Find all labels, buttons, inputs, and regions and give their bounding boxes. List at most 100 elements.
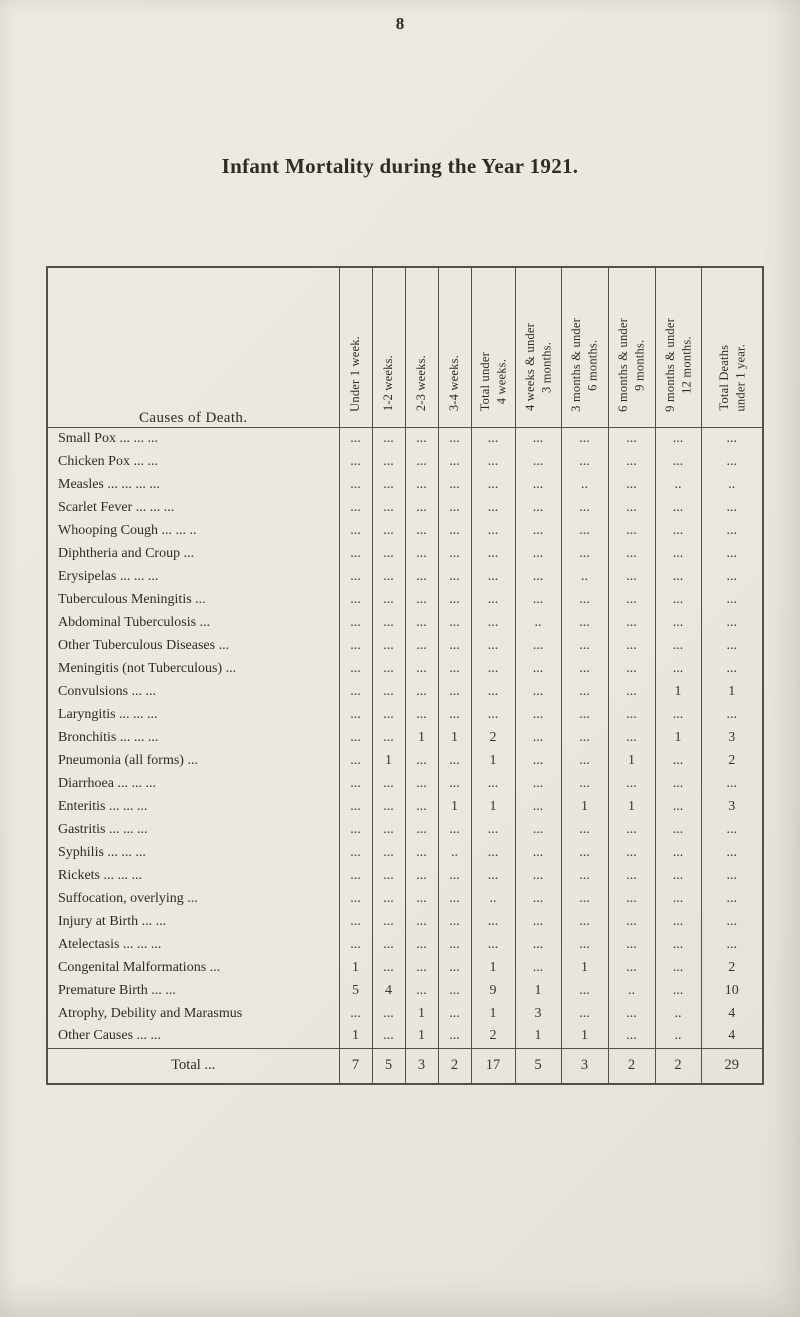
column-header-label: Total under 4 weeks. <box>477 352 508 412</box>
value-cell: ... <box>514 427 561 450</box>
value-cell: ... <box>560 979 608 1002</box>
value-cell: ... <box>560 611 608 634</box>
cause-cell: Diphtheria and Croup ... <box>46 542 339 565</box>
value-cell: 1 <box>654 680 701 703</box>
total-value-cell: 17 <box>470 1047 515 1084</box>
cause-cell: Injury at Birth ... ... <box>46 910 339 933</box>
value-cell: ... <box>607 772 655 795</box>
value-cell: 1 <box>514 979 561 1002</box>
value-cell: 1 <box>560 956 608 979</box>
value-cell: .. <box>700 473 763 496</box>
value-cell: ... <box>338 1002 372 1025</box>
value-cell: ... <box>338 910 372 933</box>
total-value-cell: 5 <box>514 1047 561 1084</box>
value-cell: ... <box>607 680 655 703</box>
value-cell: ... <box>560 749 608 772</box>
value-cell: ... <box>514 565 561 588</box>
value-cell: ... <box>338 795 372 818</box>
value-cell: 1 <box>338 1025 372 1048</box>
value-cell: 1 <box>404 1002 438 1025</box>
value-cell: ... <box>371 1002 405 1025</box>
value-cell: ... <box>437 657 471 680</box>
value-cell: ... <box>437 634 471 657</box>
value-cell: ... <box>404 565 438 588</box>
value-cell: ... <box>404 680 438 703</box>
cause-cell: Other Tuberculous Diseases ... <box>46 634 339 657</box>
value-cell: ... <box>404 496 438 519</box>
value-cell: ... <box>437 496 471 519</box>
value-cell: ... <box>404 588 438 611</box>
value-cell: ... <box>404 772 438 795</box>
value-cell: ... <box>700 427 763 450</box>
value-cell: ... <box>654 864 701 887</box>
column-header-causes: Causes of Death. <box>46 267 339 428</box>
value-cell: ... <box>404 841 438 864</box>
table-row: Suffocation, overlying .................… <box>46 887 763 910</box>
cause-cell: Other Causes ... ... <box>46 1025 339 1048</box>
value-cell: ... <box>560 680 608 703</box>
value-cell: ... <box>338 703 372 726</box>
cause-cell: Suffocation, overlying ... <box>46 887 339 910</box>
value-cell: ... <box>437 427 471 450</box>
value-cell: ... <box>514 956 561 979</box>
value-cell: ... <box>514 473 561 496</box>
value-cell: ... <box>654 795 701 818</box>
value-cell: ... <box>560 772 608 795</box>
value-cell: ... <box>654 588 701 611</box>
cause-cell: Gastritis ... ... ... <box>46 818 339 841</box>
value-cell: ... <box>437 519 471 542</box>
value-cell: ... <box>514 519 561 542</box>
header-row: Causes of Death. Under 1 week. 1-2 weeks… <box>46 267 763 428</box>
value-cell: .. <box>470 887 515 910</box>
cause-cell: Small Pox ... ... ... <box>46 427 339 450</box>
table-row: Premature Birth ... ... 5 4...... 9 1.......… <box>46 979 763 1002</box>
value-cell: ... <box>437 473 471 496</box>
value-cell: ... <box>338 519 372 542</box>
value-cell: ... <box>338 933 372 956</box>
value-cell: 3 <box>700 726 763 749</box>
cause-cell: Laryngitis ... ... ... <box>46 703 339 726</box>
table-row: Congenital Malformations ... 1......... 1.… <box>46 956 763 979</box>
column-header-label: 6 months & under 9 months. <box>616 317 647 412</box>
value-cell: ... <box>607 818 655 841</box>
total-value-cell: 2 <box>654 1047 701 1084</box>
value-cell: ... <box>654 887 701 910</box>
column-header-total-under-4-weeks: Total under 4 weeks. <box>470 267 515 428</box>
table-row: Rickets ... ... ........................… <box>46 864 763 887</box>
value-cell: ... <box>470 772 515 795</box>
value-cell: ... <box>514 588 561 611</box>
column-header-under-1-week: Under 1 week. <box>338 267 372 428</box>
value-cell: ... <box>700 703 763 726</box>
value-cell: ... <box>514 772 561 795</box>
value-cell: ... <box>700 588 763 611</box>
value-cell: ... <box>371 680 405 703</box>
cause-cell: Rickets ... ... ... <box>46 864 339 887</box>
value-cell: ... <box>404 542 438 565</box>
infant-mortality-table: Causes of Death. Under 1 week. 1-2 weeks… <box>46 266 764 1085</box>
table-row: Meningitis (not Tuberculous) ...........… <box>46 657 763 680</box>
value-cell: .. <box>654 1002 701 1025</box>
value-cell: ... <box>404 519 438 542</box>
cause-cell: Premature Birth ... ... <box>46 979 339 1002</box>
value-cell: ... <box>514 818 561 841</box>
table-row: Tuberculous Meningitis .................… <box>46 588 763 611</box>
value-cell: ... <box>560 933 608 956</box>
value-cell: ... <box>404 933 438 956</box>
value-cell: ... <box>560 726 608 749</box>
value-cell: ... <box>700 818 763 841</box>
value-cell: ... <box>560 542 608 565</box>
value-cell: ... <box>371 795 405 818</box>
value-cell: ... <box>607 542 655 565</box>
value-cell: ... <box>607 588 655 611</box>
table-row: Atrophy, Debility and Marasmus...... 1...… <box>46 1002 763 1025</box>
table-row: Convulsions ... ........................… <box>46 680 763 703</box>
value-cell: 4 <box>700 1025 763 1048</box>
value-cell: ... <box>371 565 405 588</box>
value-cell: ... <box>607 703 655 726</box>
cause-cell: Convulsions ... ... <box>46 680 339 703</box>
value-cell: ... <box>404 864 438 887</box>
table-row: Small Pox ... ... ......................… <box>46 427 763 450</box>
table-row: Injury at Birth ... ....................… <box>46 910 763 933</box>
value-cell: 4 <box>700 1002 763 1025</box>
